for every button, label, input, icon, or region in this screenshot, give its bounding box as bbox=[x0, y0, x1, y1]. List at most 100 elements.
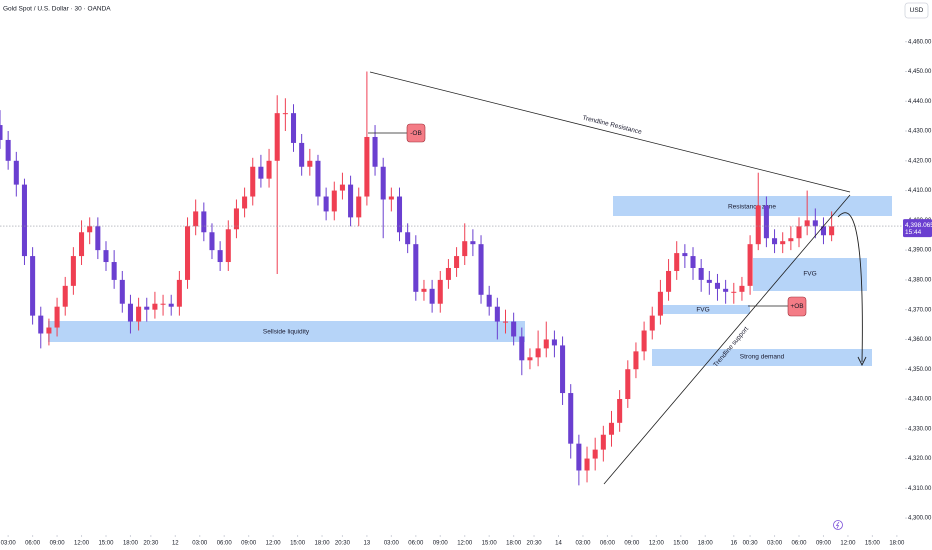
candle-body bbox=[551, 339, 557, 346]
candle-body bbox=[633, 351, 639, 370]
x-tick-label: 03:00 bbox=[1, 541, 17, 547]
candle-body bbox=[666, 270, 672, 292]
x-tick-label: 14 bbox=[555, 541, 562, 547]
candle-body bbox=[323, 196, 329, 212]
candle-body bbox=[494, 306, 500, 322]
x-tick-label: 15:00 bbox=[673, 541, 689, 547]
zone-label: Resistance zone bbox=[728, 204, 776, 211]
candle-body bbox=[168, 303, 174, 307]
candle-body bbox=[160, 303, 166, 305]
candle-body bbox=[413, 244, 419, 292]
candle-body bbox=[405, 232, 411, 245]
zone-label: Sellside liquidity bbox=[263, 329, 310, 336]
y-tick-label: 4,340.00 bbox=[908, 397, 932, 403]
candle-body bbox=[543, 339, 549, 349]
x-tick-label: 15:00 bbox=[482, 541, 498, 547]
y-tick-label: 4,420.00 bbox=[908, 158, 932, 164]
last-price-box bbox=[903, 219, 932, 238]
candle-body bbox=[511, 321, 517, 337]
currency-box[interactable] bbox=[904, 2, 929, 19]
candle-body bbox=[421, 288, 427, 292]
x-tick-label: 06:00 bbox=[217, 541, 233, 547]
candle-body bbox=[731, 291, 737, 293]
candle-body bbox=[70, 256, 76, 286]
candle-body bbox=[690, 256, 696, 268]
candle-body bbox=[478, 244, 484, 295]
candle-body bbox=[462, 241, 468, 257]
candle-body bbox=[233, 208, 239, 230]
candle-body bbox=[780, 241, 786, 245]
candle-body bbox=[788, 238, 794, 242]
x-tick-label: 06:00 bbox=[408, 541, 424, 547]
x-tick-label: 09:00 bbox=[50, 541, 66, 547]
x-tick-label: 03:00 bbox=[575, 541, 591, 547]
candle-body bbox=[706, 279, 712, 283]
x-tick-label: 06:00 bbox=[25, 541, 41, 547]
candle-body bbox=[486, 294, 492, 307]
x-tick-label: 09:00 bbox=[241, 541, 257, 547]
y-tick-label: 4,360.00 bbox=[908, 337, 932, 343]
candle-body bbox=[608, 422, 615, 435]
y-tick-label: 4,310.00 bbox=[908, 486, 932, 492]
candle-body bbox=[193, 211, 199, 227]
x-tick-label: 13 bbox=[364, 541, 371, 547]
candle-body bbox=[519, 336, 525, 361]
candle-body bbox=[625, 369, 631, 400]
x-tick-label: 16 bbox=[730, 541, 737, 547]
candles bbox=[0, 71, 905, 486]
ob-box bbox=[787, 296, 807, 317]
candle-body bbox=[38, 315, 44, 334]
candle-body bbox=[331, 190, 337, 212]
candle-body bbox=[348, 184, 354, 218]
y-tick-label: 4,330.00 bbox=[908, 426, 932, 432]
candle-body bbox=[290, 113, 297, 143]
candle-body bbox=[339, 184, 345, 191]
y-tick-label: 4,300.00 bbox=[908, 516, 932, 522]
candle-body bbox=[772, 238, 778, 245]
candle-body bbox=[641, 330, 647, 352]
y-tick-label: 4,370.00 bbox=[908, 307, 932, 313]
ob-label: -OB bbox=[410, 130, 422, 137]
zone-label: FVG bbox=[803, 271, 816, 278]
candle-body bbox=[299, 142, 305, 167]
candle-body bbox=[820, 226, 826, 236]
candle-body bbox=[682, 253, 688, 257]
candle-body bbox=[250, 166, 256, 197]
candle-body bbox=[127, 303, 133, 322]
demand-zone bbox=[652, 349, 872, 366]
ob-box bbox=[406, 123, 426, 143]
candle-body bbox=[209, 232, 215, 251]
x-tick-label: 09:00 bbox=[624, 541, 640, 547]
candle-body bbox=[796, 226, 802, 239]
y-tick-label: 4,320.00 bbox=[908, 456, 932, 462]
candle-body bbox=[30, 256, 36, 316]
x-tick-label: 03:00 bbox=[384, 541, 400, 547]
candle-body bbox=[396, 196, 403, 233]
x-tick-label: 09:00 bbox=[816, 541, 832, 547]
x-tick-label: 20:30 bbox=[143, 541, 159, 547]
candle-body bbox=[812, 220, 818, 227]
y-tick-label: 4,390.00 bbox=[908, 248, 932, 254]
x-tick-label: 20:30 bbox=[527, 541, 543, 547]
x-tick-label: 03:00 bbox=[767, 541, 783, 547]
candle-body bbox=[13, 160, 19, 185]
candle-body bbox=[119, 279, 125, 304]
trendline bbox=[603, 194, 851, 485]
last-price-label: 4,398.065 bbox=[905, 222, 932, 229]
candle-body bbox=[136, 306, 142, 322]
candle-body bbox=[657, 291, 663, 316]
candle-body bbox=[282, 113, 288, 115]
candle-body bbox=[739, 285, 745, 292]
candle-body bbox=[201, 211, 207, 233]
candle-body bbox=[266, 160, 272, 179]
candle-body bbox=[380, 166, 386, 200]
candle-body bbox=[429, 288, 435, 304]
candle-body bbox=[111, 262, 117, 280]
candle-body bbox=[527, 357, 533, 361]
candle-body bbox=[356, 196, 362, 218]
candle-body bbox=[225, 229, 231, 263]
candle-body bbox=[584, 458, 590, 471]
candle-body bbox=[242, 196, 248, 209]
event-icon[interactable] bbox=[833, 520, 843, 530]
